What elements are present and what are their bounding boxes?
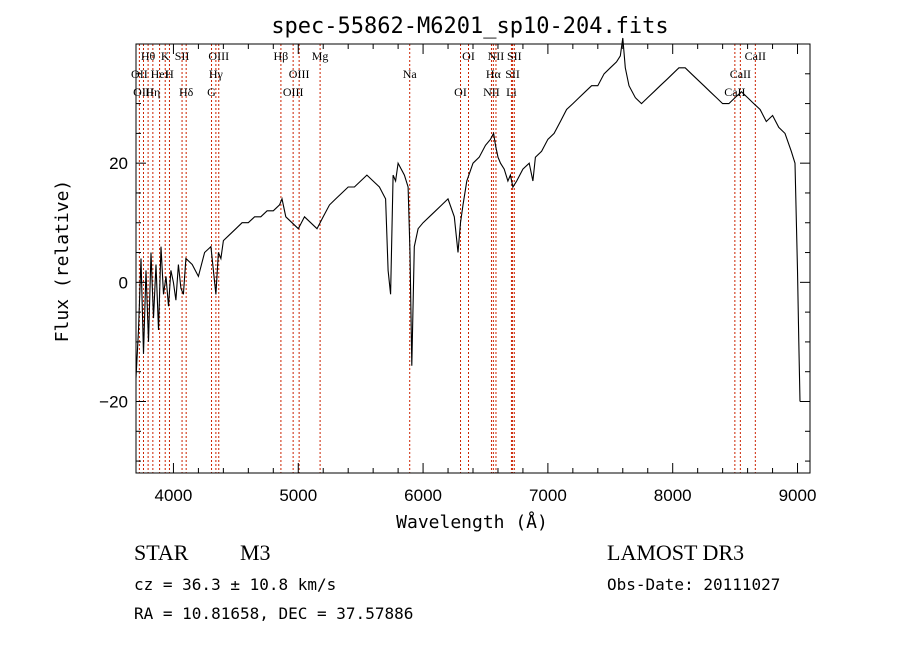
- spectral-line-label: CaII: [724, 85, 745, 99]
- spectral-line-label: Hη: [145, 85, 160, 99]
- plot-frame: [135, 43, 811, 474]
- spectral-line-label: CaII: [745, 49, 766, 63]
- spectral-line-label: OIII: [208, 49, 229, 63]
- spectral-line-label: SII: [175, 49, 190, 63]
- spectral-line-label: Hθ: [141, 49, 156, 63]
- spectral-line-label: OIII: [289, 67, 310, 81]
- spectral-line-label: G: [207, 85, 216, 99]
- x-tick-label: 7000: [529, 486, 567, 505]
- observation-date: Obs-Date: 20111027: [607, 575, 781, 594]
- spectral-line-label: NII: [488, 49, 505, 63]
- spectral-line-label: H: [165, 67, 174, 81]
- spectral-line-label: Hδ: [179, 85, 194, 99]
- spectral-line-label: Hα: [486, 67, 502, 81]
- spectral-line-label: OI: [454, 85, 467, 99]
- y-axis-label: Flux (relative): [52, 180, 73, 343]
- spectral-line-label: OI: [462, 49, 475, 63]
- y-tick-label: 20: [109, 154, 128, 173]
- spectral-line-markers: [138, 44, 756, 473]
- spectral-line-label: HeI: [151, 67, 169, 81]
- spectral-line-label: CaII: [730, 67, 751, 81]
- object-class: STAR: [134, 540, 189, 565]
- spectral-line-label: Hγ: [209, 67, 224, 81]
- y-tick-label: −20: [99, 393, 128, 412]
- redshift-value: cz = 36.3 ± 10.8 km/s: [134, 575, 337, 594]
- axis-ticks: 4000 5000 6000 7000 8000 9000 −20 0 20: [99, 43, 817, 505]
- spectral-line-label: NII: [483, 85, 500, 99]
- spectral-line-labels: HθOIIOIIIKHeIHηSIIHHδOIIIHγGHβOIIIOIIIMg…: [131, 49, 766, 99]
- object-subclass: M3: [240, 540, 271, 565]
- coordinates: RA = 10.81658, DEC = 37.57886: [134, 604, 414, 623]
- spectral-line-label: OIII: [283, 85, 304, 99]
- spectral-line-label: Hβ: [274, 49, 289, 63]
- chart-title: spec-55862-M6201_sp10-204.fits: [271, 14, 668, 39]
- survey-name: LAMOST DR3: [607, 540, 745, 565]
- x-tick-label: 8000: [654, 486, 692, 505]
- x-tick-label: 5000: [279, 486, 317, 505]
- y-tick-label: 0: [119, 273, 128, 292]
- spectral-line-label: Mg: [312, 49, 329, 63]
- spectral-line-label: OIII: [133, 85, 154, 99]
- x-tick-label: 4000: [155, 486, 193, 505]
- x-axis-label: Wavelength (Å): [396, 511, 548, 533]
- x-tick-label: 9000: [779, 486, 817, 505]
- spectral-line-label: K: [161, 49, 170, 63]
- spectral-line-label: Li: [506, 85, 517, 99]
- x-tick-label: 6000: [404, 486, 442, 505]
- spectral-line-label: OII: [131, 67, 148, 81]
- spectrum-chart: spec-55862-M6201_sp10-204.fits 4000 5000 6…: [52, 14, 817, 533]
- spectral-line-label: Na: [403, 67, 418, 81]
- spectral-line-label: SII: [505, 67, 520, 81]
- spectral-line-label: SII: [507, 49, 522, 63]
- spectrum-series: [135, 37, 801, 402]
